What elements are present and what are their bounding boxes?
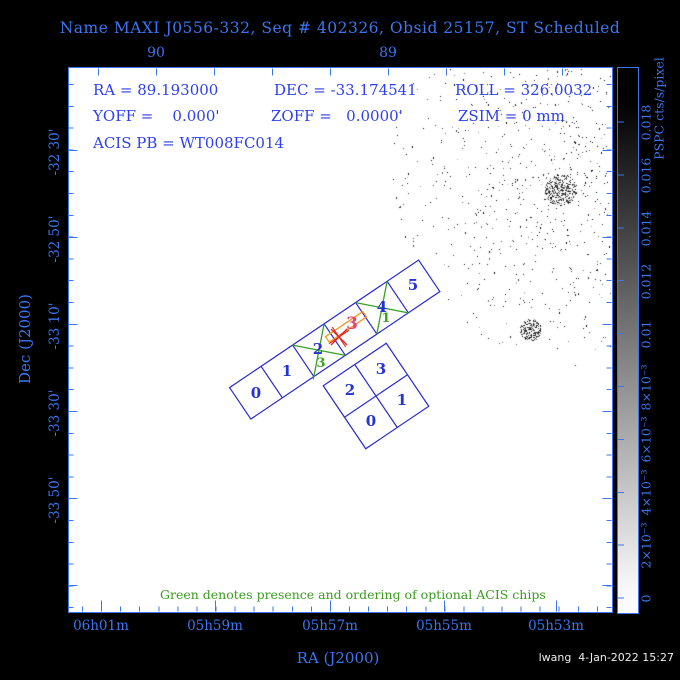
info-yoff: YOFF = 0.000'	[93, 107, 220, 125]
info-ra: RA = 89.193000	[93, 81, 219, 99]
bottom-tick-06h01m: 06h01m	[73, 618, 129, 634]
top-tick-90: 90	[147, 45, 165, 61]
left-tick-33-30: -33 30'	[47, 389, 63, 437]
info-zoff: ZOFF = 0.0000'	[271, 107, 403, 125]
left-tick-32-50: -32 50'	[47, 215, 63, 263]
x-axis-title: RA (J2000)	[296, 649, 380, 667]
colorbar-gradient	[617, 67, 639, 614]
credit-timestamp: lwang 4-Jan-2022 15:27	[538, 651, 674, 664]
left-tick-32-30: -32 30'	[47, 128, 63, 176]
info-dec: DEC = -33.174541	[274, 81, 417, 99]
page-title: Name MAXI J0556-332, Seq # 402326, Obsid…	[59, 19, 621, 37]
top-tick-89: 89	[379, 45, 397, 61]
info-roll: ROLL = 326.0032	[455, 81, 593, 99]
green-note: Green denotes presence and ordering of o…	[160, 587, 546, 602]
info-zsim: ZSIM = 0 mm	[458, 107, 565, 125]
y-axis-title: Dec (J2000)	[16, 294, 34, 384]
bottom-tick-05h57m: 05h57m	[302, 618, 358, 634]
left-tick-33-10: -33 10'	[47, 302, 63, 350]
left-tick-33-50: -33 50'	[47, 476, 63, 524]
bottom-tick-05h53m: 05h53m	[528, 618, 584, 634]
bottom-tick-05h55m: 05h55m	[416, 618, 472, 634]
bottom-tick-05h59m: 05h59m	[187, 618, 243, 634]
info-acis-pb: ACIS PB = WT008FC014	[93, 134, 285, 152]
colorbar-unit-label: PSPC cts/s/pixel	[651, 57, 667, 160]
cbar-tick-0: 0	[638, 594, 654, 603]
